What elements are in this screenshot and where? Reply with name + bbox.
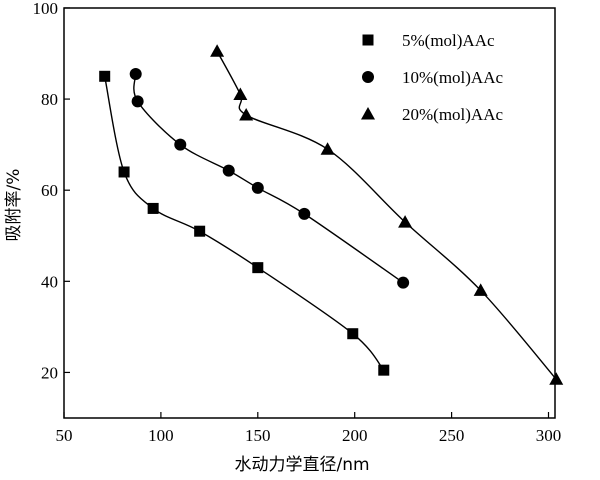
data-point-circle bbox=[397, 276, 410, 289]
y-tick-label: 60 bbox=[41, 181, 58, 200]
y-tick-label: 20 bbox=[41, 363, 58, 382]
legend-label: 10%(mol)AAc bbox=[402, 68, 503, 87]
y-tick-label: 80 bbox=[41, 90, 58, 109]
legend-label: 5%(mol)AAc bbox=[402, 31, 495, 50]
data-point-triangle bbox=[239, 108, 254, 121]
data-point-triangle bbox=[549, 372, 564, 385]
data-point-square bbox=[118, 166, 130, 178]
data-point-square bbox=[147, 202, 159, 214]
x-axis-title: 水动力学直径/nm bbox=[234, 455, 369, 475]
data-point-circle bbox=[298, 207, 311, 220]
x-tick-label: 100 bbox=[148, 426, 174, 445]
data-point-triangle bbox=[210, 44, 225, 57]
data-point-triangle bbox=[398, 215, 413, 228]
y-axis-title: 吸附率/% bbox=[4, 169, 24, 242]
series-line-3 bbox=[216, 50, 557, 380]
data-point-triangle bbox=[233, 87, 248, 101]
data-point-square bbox=[378, 364, 390, 376]
data-point-circle bbox=[174, 138, 187, 151]
data-point-square bbox=[99, 70, 111, 82]
data-point-square bbox=[252, 262, 264, 274]
y-tick-label: 40 bbox=[41, 272, 58, 291]
plot-frame bbox=[63, 7, 556, 419]
legend-marker-circle bbox=[362, 71, 374, 83]
x-tick-label: 200 bbox=[342, 426, 368, 445]
plot-area: 50 100 150 200 250 300 20 40 60 80 100 5%(mol)AAc 10… bbox=[33, 0, 564, 445]
data-point-circle bbox=[222, 164, 235, 177]
x-tick-label: 300 bbox=[536, 426, 562, 445]
data-point-triangle bbox=[473, 283, 488, 296]
data-point-circle bbox=[131, 95, 144, 108]
x-tick-label: 50 bbox=[56, 426, 73, 445]
legend-label: 20%(mol)AAc bbox=[402, 105, 503, 124]
x-tick-label: 250 bbox=[439, 426, 465, 445]
x-tick-label: 150 bbox=[245, 426, 271, 445]
data-point-square bbox=[194, 225, 206, 237]
data-point-square bbox=[347, 328, 359, 340]
data-point-triangle bbox=[320, 142, 335, 155]
data-point-circle bbox=[129, 68, 142, 81]
legend-marker-square bbox=[362, 34, 374, 46]
data-point-circle bbox=[251, 181, 264, 194]
legend-marker-triangle bbox=[361, 107, 375, 120]
y-tick-label: 100 bbox=[33, 0, 59, 18]
series-line-2 bbox=[133, 73, 404, 284]
